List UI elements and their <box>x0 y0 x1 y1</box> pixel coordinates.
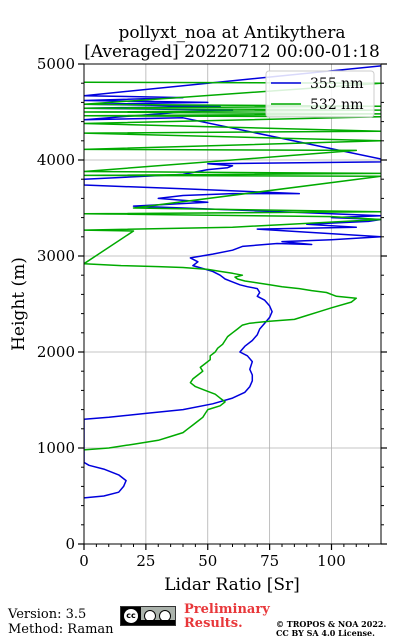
y-tick-label: 4000 <box>37 151 75 169</box>
series-line-355-nm <box>84 65 381 499</box>
y-tick-label: 5000 <box>37 55 75 73</box>
plot-frame <box>83 63 382 545</box>
x-tick-label: 75 <box>260 552 279 570</box>
y-axis-label: Height (m) <box>9 257 29 351</box>
y-tick-label: 1000 <box>37 439 75 457</box>
method-label: Method: Raman <box>8 622 114 637</box>
preliminary-notice: Preliminary Results. <box>184 603 270 631</box>
legend: 355 nm 532 nm <box>265 70 375 118</box>
cc-icon: cc <box>124 609 138 623</box>
grid-lines <box>83 63 381 545</box>
y-tick-label: 0 <box>65 535 75 553</box>
x-tick-label: 100 <box>317 552 346 570</box>
copyright-line-2: CC BY SA 4.0 License. <box>276 628 375 638</box>
preliminary-line-1: Preliminary <box>184 602 270 617</box>
series-line-532-nm <box>84 81 381 451</box>
lidar-ratio-chart: pollyxt_noa at Antikythera [Averaged] 20… <box>9 23 387 595</box>
legend-label: 532 nm <box>310 97 363 113</box>
x-axis-label: Lidar Ratio [Sr] <box>164 575 300 595</box>
chart-subtitle: [Averaged] 20220712 00:00-01:18 <box>84 42 380 62</box>
legend-label: 355 nm <box>310 76 363 92</box>
copyright-line-1: © TROPOS & NOA 2022. <box>276 619 387 629</box>
x-tick-label: 50 <box>198 552 217 570</box>
chart-title: pollyxt_noa at Antikythera <box>118 23 345 43</box>
y-tick-label: 3000 <box>37 247 75 265</box>
copyright-notice: © TROPOS & NOA 2022. CC BY SA 4.0 Licens… <box>276 620 386 638</box>
cc-license-badge: cc <box>120 606 176 626</box>
x-tick-label: 25 <box>136 552 155 570</box>
series-layer <box>84 65 381 499</box>
x-tick-label: 0 <box>79 552 89 570</box>
version-label: Version: 3.5 <box>8 607 87 622</box>
preliminary-line-2: Results. <box>184 616 243 631</box>
y-tick-label: 2000 <box>37 343 75 361</box>
